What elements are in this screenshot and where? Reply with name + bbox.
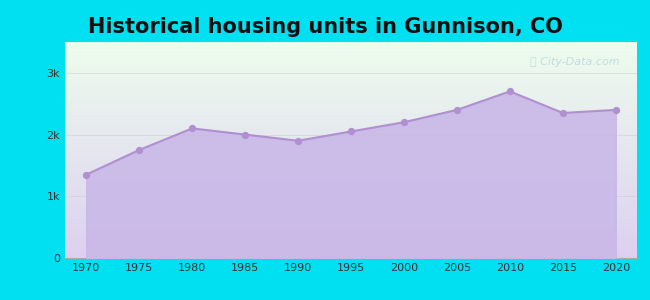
Point — [558, 111, 568, 116]
Point — [610, 107, 621, 112]
Point — [81, 172, 92, 177]
Text: ⓘ City-Data.com: ⓘ City-Data.com — [530, 57, 620, 67]
Point — [293, 138, 304, 143]
Point — [187, 126, 198, 131]
Point — [134, 148, 144, 152]
Point — [504, 89, 515, 94]
Point — [398, 120, 409, 124]
Point — [346, 129, 356, 134]
Point — [452, 107, 462, 112]
Point — [240, 132, 250, 137]
Text: Historical housing units in Gunnison, CO: Historical housing units in Gunnison, CO — [88, 17, 562, 37]
